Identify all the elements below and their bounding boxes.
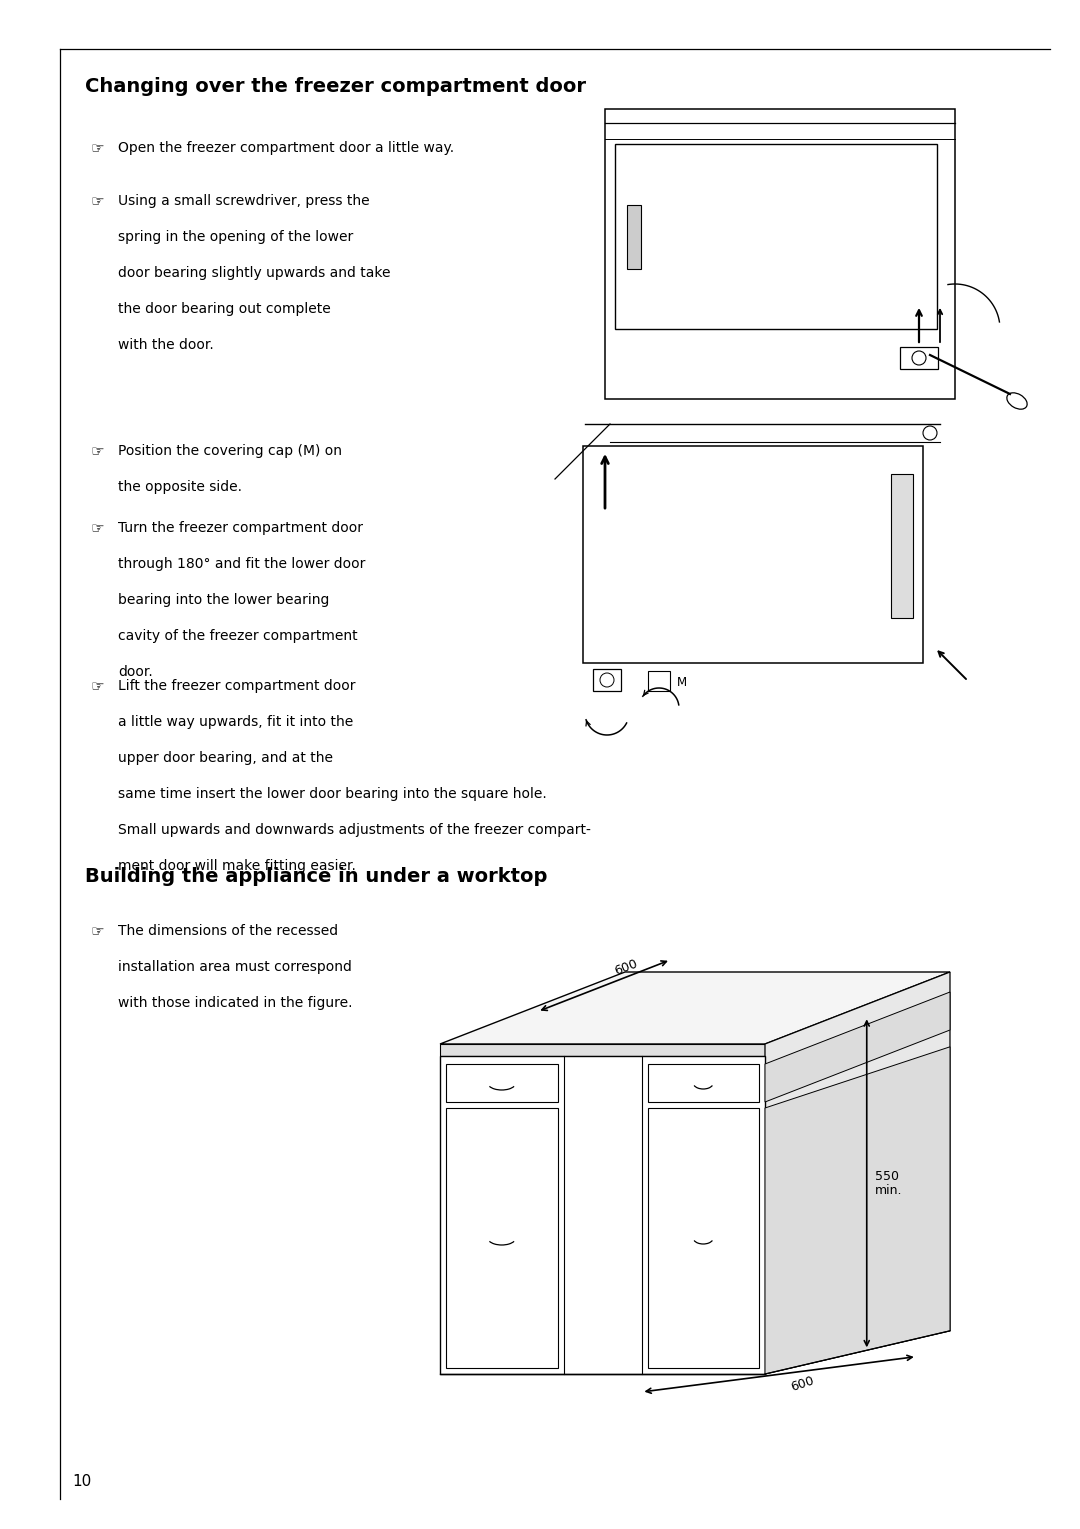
Text: Small upwards and downwards adjustments of the freezer compart-: Small upwards and downwards adjustments … (118, 823, 591, 836)
Text: The dimensions of the recessed: The dimensions of the recessed (118, 924, 338, 937)
Text: with those indicated in the figure.: with those indicated in the figure. (118, 995, 352, 1011)
Text: Building the appliance in under a worktop: Building the appliance in under a workto… (85, 867, 548, 885)
Polygon shape (765, 1047, 950, 1375)
Text: ☞: ☞ (91, 925, 104, 939)
Text: the door bearing out complete: the door bearing out complete (118, 303, 330, 317)
Text: ☞: ☞ (91, 445, 104, 460)
Bar (615, 144, 937, 329)
Text: 600: 600 (789, 1375, 815, 1394)
Text: through 180° and fit the lower door: through 180° and fit the lower door (118, 557, 365, 570)
Bar (648, 1064, 759, 1102)
Text: with the door.: with the door. (118, 338, 214, 352)
Text: Using a small screwdriver, press the: Using a small screwdriver, press the (118, 194, 369, 208)
Polygon shape (765, 992, 950, 1102)
Text: ☞: ☞ (91, 679, 104, 694)
Text: M: M (677, 676, 687, 690)
Text: 550
min.: 550 min. (875, 1170, 902, 1197)
Bar (446, 1064, 557, 1102)
Text: 10: 10 (72, 1474, 91, 1489)
Text: the opposite side.: the opposite side. (118, 480, 242, 494)
Text: ☞: ☞ (91, 194, 104, 209)
Bar (648, 1109, 759, 1368)
Text: Changing over the freezer compartment door: Changing over the freezer compartment do… (85, 76, 586, 96)
Text: Lift the freezer compartment door: Lift the freezer compartment door (118, 679, 355, 693)
Text: ☞: ☞ (91, 521, 104, 537)
Text: a little way upwards, fit it into the: a little way upwards, fit it into the (118, 716, 353, 729)
Text: ment door will make fitting easier.: ment door will make fitting easier. (118, 859, 356, 873)
Text: upper door bearing, and at the: upper door bearing, and at the (118, 751, 333, 764)
Bar (627, 205, 642, 269)
Ellipse shape (1007, 393, 1027, 410)
Polygon shape (440, 972, 950, 1044)
Text: door.: door. (118, 665, 152, 679)
Bar (891, 474, 913, 618)
Polygon shape (440, 1057, 765, 1375)
Text: Open the freezer compartment door a little way.: Open the freezer compartment door a litt… (118, 141, 454, 154)
Text: Turn the freezer compartment door: Turn the freezer compartment door (118, 521, 363, 535)
Text: door bearing slightly upwards and take: door bearing slightly upwards and take (118, 266, 391, 280)
Bar (900, 347, 939, 368)
Bar (583, 446, 923, 664)
Bar (446, 1109, 557, 1368)
Bar (605, 109, 955, 399)
Polygon shape (765, 972, 950, 1375)
Text: cavity of the freezer compartment: cavity of the freezer compartment (118, 628, 357, 644)
Text: ☞: ☞ (91, 142, 104, 156)
Text: Position the covering cap (M) on: Position the covering cap (M) on (118, 443, 342, 459)
Polygon shape (440, 1044, 765, 1057)
Text: same time insert the lower door bearing into the square hole.: same time insert the lower door bearing … (118, 787, 546, 801)
Text: bearing into the lower bearing: bearing into the lower bearing (118, 593, 329, 607)
Text: spring in the opening of the lower: spring in the opening of the lower (118, 229, 353, 245)
Text: installation area must correspond: installation area must correspond (118, 960, 352, 974)
Bar (648, 671, 670, 691)
Text: 600: 600 (612, 957, 639, 977)
Bar (593, 670, 621, 691)
